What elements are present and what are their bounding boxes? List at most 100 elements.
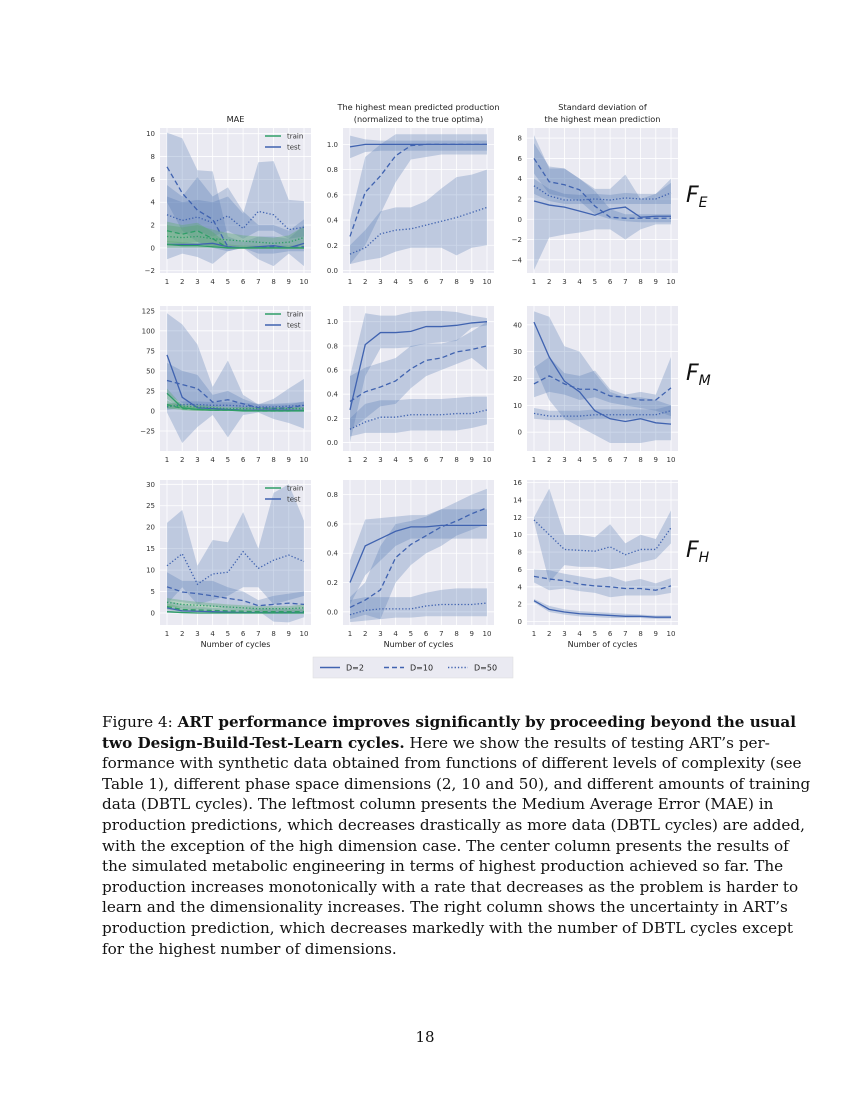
x-tick-label: 6: [241, 630, 246, 638]
x-tick-label: 10: [667, 278, 676, 286]
line-train-D=10: [166, 605, 304, 613]
subplot-r1c1: 1 2 3 4 5 6 7 8 9 10 0.0 0.2 0.4 0.6 0.8 1.0: [327, 306, 494, 464]
y-tick-label: 1.0: [327, 318, 338, 326]
x-tick-label: 1: [532, 456, 536, 464]
row-label-sub: H: [699, 550, 710, 566]
subplot-r2c0: 1 2 3 4 5 6 7 8 9 10 0 5 10 15 20 25 30 train test Number o…: [146, 480, 311, 649]
band-test-D=50: [534, 488, 671, 583]
plot-area: [533, 488, 672, 619]
y-tick-label: 0: [151, 609, 155, 617]
line-test-D=10: [533, 575, 672, 591]
caption-line: learn and the dimensionality increases. …: [102, 898, 788, 917]
plot-background: [343, 128, 494, 273]
y-tick-label: 75: [146, 347, 155, 355]
x-tick-label: 4: [577, 630, 582, 638]
y-tick-label: −2: [145, 267, 155, 275]
band-test-D=2: [534, 311, 671, 443]
line-test-D=10: [349, 507, 488, 609]
line-train-D=2: [166, 611, 304, 614]
row-label: FM: [686, 361, 711, 389]
y-tick-label: 16: [513, 479, 522, 487]
x-tick-label: 9: [287, 456, 291, 464]
line-test-D=50: [533, 519, 672, 556]
y-tick-label: 0: [151, 244, 155, 252]
band-test-D=10: [167, 132, 304, 254]
y-tick-label: 0.0: [327, 439, 338, 447]
x-tick-label: 9: [654, 630, 658, 638]
x-tick-label: 5: [409, 630, 413, 638]
x-tick-label: 10: [483, 456, 492, 464]
row-label-main: F: [686, 183, 699, 208]
row-label: FE: [686, 183, 708, 211]
x-tick-label: 3: [195, 630, 199, 638]
line-train-D=2: [166, 392, 304, 412]
x-tick-label: 7: [623, 278, 627, 286]
plot-area: [533, 135, 672, 270]
x-tick-label: 8: [454, 456, 458, 464]
line-train-D=2: [166, 243, 304, 249]
band-test-D=10: [350, 488, 487, 620]
x-tick-label: 8: [638, 456, 642, 464]
x-tick-label: 8: [271, 278, 275, 286]
y-tick-label: 0.8: [327, 491, 338, 499]
subplot-r0c0: 1 2 3 4 5 6 7 8 9 10 −2 0 2 4 6 8 10 train test MAE: [145, 114, 311, 286]
figure-legend: D=2 D=10 D=50: [312, 656, 514, 679]
line-test-D=10: [349, 345, 488, 403]
x-tick-label: 5: [226, 456, 230, 464]
x-tick-label: 9: [470, 630, 474, 638]
y-tick-label: 14: [513, 496, 522, 504]
x-tick-label: 1: [532, 278, 536, 286]
x-tick-label: 7: [256, 278, 260, 286]
y-tick-label: −2: [512, 236, 522, 244]
x-tick-label: 10: [300, 456, 309, 464]
caption-title-1: ART performance improves significantly b…: [177, 713, 796, 731]
column-title: (normalized to the true optima): [354, 114, 483, 124]
x-tick-label: 1: [165, 630, 169, 638]
x-tick-label: 8: [271, 630, 275, 638]
x-tick-label: 5: [593, 456, 597, 464]
plot-background: [343, 480, 494, 625]
caption-line: the simulated metabolic engineering in t…: [102, 857, 784, 876]
x-tick-label: 4: [393, 630, 398, 638]
y-tick-label: 1.0: [327, 141, 338, 149]
y-tick-label: 25: [146, 502, 155, 510]
x-tick-label: 4: [210, 456, 215, 464]
x-tick-label: 6: [241, 278, 246, 286]
y-tick-label: 10: [513, 402, 522, 410]
plot-background: [343, 306, 494, 451]
x-tick-label: 1: [348, 456, 352, 464]
band-test-D=10: [350, 134, 487, 265]
legend-label-train: train: [287, 133, 303, 141]
row-label-main: F: [686, 538, 699, 563]
legend-label-train: train: [287, 311, 303, 319]
y-tick-label: 0.8: [327, 342, 338, 350]
x-tick-label: 3: [195, 456, 199, 464]
x-tick-label: 3: [562, 456, 566, 464]
y-tick-label: 0.2: [327, 415, 338, 423]
legend-label: D=2: [346, 664, 364, 673]
y-tick-label: 10: [146, 130, 155, 138]
y-tick-label: 0.6: [327, 191, 339, 199]
x-tick-label: 6: [608, 278, 613, 286]
band-test-D=10: [534, 143, 671, 223]
x-tick-label: 10: [667, 456, 676, 464]
y-tick-label: 4: [518, 175, 523, 183]
x-tick-label: 6: [608, 456, 613, 464]
x-tick-label: 4: [210, 278, 215, 286]
line-test-D=2: [533, 321, 672, 425]
line-test-D=2: [166, 354, 304, 411]
caption-line: for the highest number of dimensions.: [102, 939, 397, 958]
x-tick-label: 10: [483, 630, 492, 638]
subplot-r0c1: 1 2 3 4 5 6 7 8 9 10 0.0 0.2 0.4 0.6 0.8 1.0 The highest…: [327, 102, 500, 286]
y-tick-label: 40: [513, 321, 522, 329]
x-tick-label: 6: [608, 630, 613, 638]
x-tick-label: 3: [378, 278, 382, 286]
x-tick-label: 6: [424, 630, 429, 638]
y-tick-label: 20: [513, 375, 522, 383]
x-tick-label: 1: [165, 278, 169, 286]
x-tick-label: 1: [348, 278, 352, 286]
band-test-D=50: [167, 161, 304, 239]
subplot-r1c0: 1 2 3 4 5 6 7 8 9 10 −25 0 25 50 75 100 125 train test: [140, 306, 311, 464]
line-test-D=10: [533, 375, 672, 401]
